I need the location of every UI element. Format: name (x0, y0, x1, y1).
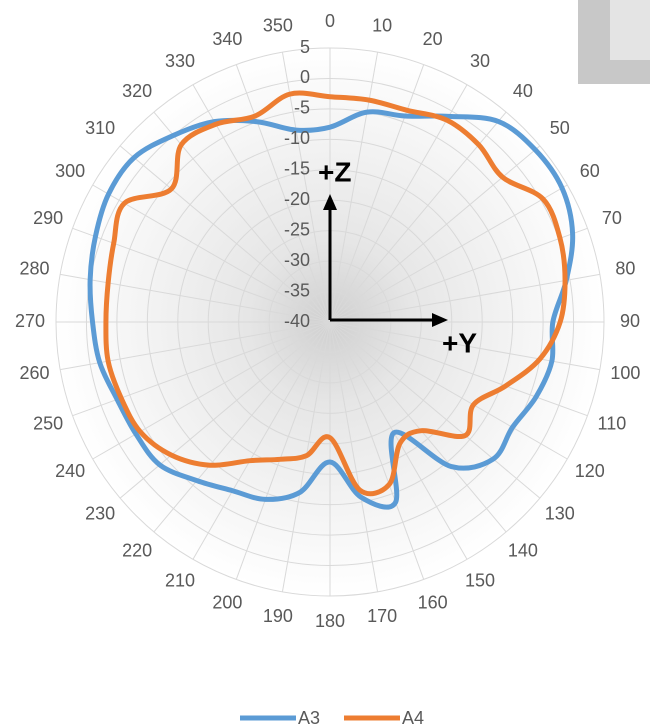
grid-spoke (119, 321, 331, 499)
category-label: 30 (470, 51, 490, 71)
category-label: 50 (550, 118, 570, 138)
category-label: 20 (423, 29, 443, 49)
grid-spoke (329, 321, 425, 580)
series-line (87, 109, 576, 510)
grid-spoke (119, 145, 331, 323)
grid-spoke (329, 184, 568, 323)
grid-spoke (329, 145, 541, 323)
grid-spoke (329, 273, 600, 323)
category-label: 100 (610, 363, 640, 383)
category-label: 330 (165, 51, 195, 71)
grid-spoke (281, 52, 331, 323)
grid-spoke (60, 273, 331, 323)
r-tick-label: -30 (284, 250, 310, 270)
grid-spoke (235, 321, 331, 580)
category-label: 350 (263, 15, 293, 35)
annotation: +Y (442, 327, 477, 358)
category-label: 40 (513, 81, 533, 101)
category-label: 10 (372, 15, 392, 35)
category-label: 300 (55, 161, 85, 181)
r-tick-label: -10 (284, 128, 310, 148)
category-label: 60 (580, 161, 600, 181)
category-label: 250 (33, 413, 63, 433)
grid-spoke (329, 64, 425, 323)
category-label: 340 (212, 29, 242, 49)
category-label: 140 (508, 541, 538, 561)
r-tick-label: -25 (284, 219, 310, 239)
grid-spoke (329, 321, 468, 560)
grid-spoke (92, 184, 331, 323)
grid-spoke (92, 321, 331, 460)
category-label: 170 (367, 606, 397, 626)
y-arrow-head (432, 313, 448, 327)
r-tick-label: -35 (284, 280, 310, 300)
category-label: 190 (263, 606, 293, 626)
grid (55, 47, 605, 597)
category-label: 320 (122, 81, 152, 101)
category-label: 270 (15, 311, 45, 331)
axes-arrows: +Z +Y (318, 156, 477, 358)
photo-corner-highlight (610, 0, 650, 60)
grid-spoke (192, 321, 331, 560)
r-tick-label: -5 (294, 98, 310, 118)
grid-spoke (235, 64, 331, 323)
grid-spoke (329, 111, 507, 323)
annotation: +Z (318, 156, 351, 187)
category-label: 70 (602, 208, 622, 228)
category-label: 220 (122, 541, 152, 561)
category-label: 240 (55, 461, 85, 481)
legend-label: A4 (402, 708, 424, 728)
grid-spoke (329, 321, 568, 460)
category-label: 120 (575, 461, 605, 481)
z-arrow-head (323, 194, 337, 210)
category-label: 0 (325, 11, 335, 31)
category-label: 150 (465, 571, 495, 591)
category-label: 290 (33, 208, 63, 228)
r-tick-label: -40 (284, 311, 310, 331)
grid-spoke (329, 227, 588, 323)
category-label: 230 (85, 504, 115, 524)
grid-spoke (153, 111, 331, 323)
grid-spoke (153, 321, 331, 533)
category-label: 90 (620, 311, 640, 331)
category-label: 110 (598, 413, 627, 433)
category-label: 180 (315, 611, 345, 631)
r-tick-label: 5 (300, 37, 310, 57)
grid-spoke (329, 321, 600, 371)
category-label: 80 (615, 259, 635, 279)
grid-spoke (329, 321, 588, 417)
r-tick-label: 0 (300, 67, 310, 87)
legend-label: A3 (298, 708, 320, 728)
r-tick-label: -20 (284, 189, 310, 209)
category-label: 200 (212, 593, 242, 613)
grid-spoke (329, 321, 379, 592)
grid-spoke (329, 321, 507, 533)
category-label: 310 (85, 118, 115, 138)
grid-spoke (60, 321, 331, 371)
category-label: 160 (418, 593, 448, 613)
category-label: 280 (20, 259, 50, 279)
grid-spoke (329, 321, 541, 499)
r-tick-label: -15 (284, 159, 310, 179)
series-group (87, 90, 576, 510)
category-label: 210 (165, 571, 195, 591)
grid-spoke (329, 52, 379, 323)
legend: A3 A4 (240, 708, 424, 728)
grid-spoke (329, 84, 468, 323)
category-label: 130 (545, 504, 575, 524)
category-label: 260 (20, 363, 50, 383)
series-line (103, 90, 568, 497)
